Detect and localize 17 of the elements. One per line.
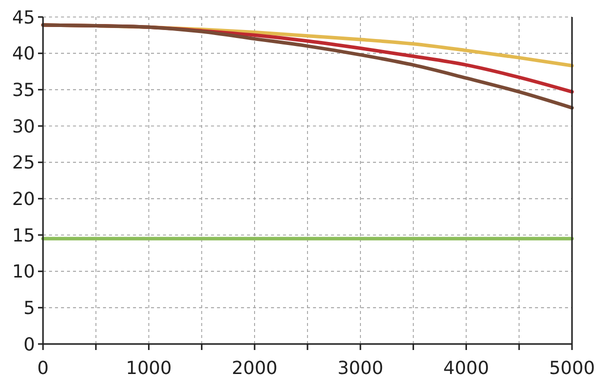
y-tick-label: 45: [12, 7, 35, 28]
y-tick-label: 15: [12, 225, 35, 246]
y-tick-label: 5: [24, 298, 35, 319]
line-series: [41, 23, 574, 110]
x-tick-label: 0: [37, 358, 49, 379]
y-tick-label: 40: [12, 44, 35, 65]
x-tick-label: 1000: [126, 358, 172, 379]
x-tick-label: 5000: [549, 358, 595, 379]
y-tick-label: 25: [12, 152, 35, 174]
y-tick-label: 30: [12, 116, 35, 138]
y-tick-label: 35: [12, 80, 35, 101]
y-tick-label: 20: [12, 188, 35, 210]
x-tick-label: 3000: [337, 358, 384, 379]
x-tick-label: 2000: [232, 358, 278, 379]
y-tick-label: 10: [12, 262, 35, 283]
x-tick-label: 4000: [443, 358, 490, 379]
y-tick-label: 0: [24, 334, 35, 356]
